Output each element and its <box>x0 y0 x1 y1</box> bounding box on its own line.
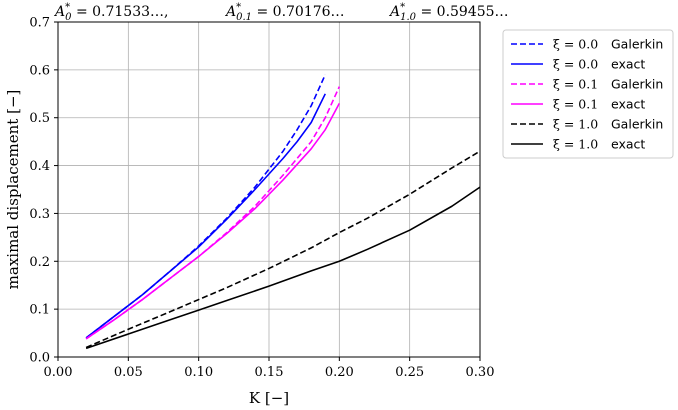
x-axis-label: K [−] <box>249 389 289 407</box>
y-axis-ticks: 0.0 0.1 0.2 0.3 0.4 0.5 0.6 0.7 <box>29 16 58 366</box>
series-line <box>85 102 341 340</box>
legend-entry-kind: exact <box>611 137 645 152</box>
x-tick-label: 0.30 <box>466 365 495 380</box>
y-tick-label: 0.5 <box>29 111 50 126</box>
legend-entry-kind: exact <box>611 97 645 112</box>
x-tick-label: 0.05 <box>114 365 143 380</box>
legend-entry-symbol: ξ = 0.1 <box>553 77 598 92</box>
legend-box <box>502 29 674 159</box>
x-tick-label: 0.00 <box>44 365 73 380</box>
x-tick-label: 0.10 <box>184 365 213 380</box>
y-tick-label: 0.1 <box>29 303 50 318</box>
chart-title: A* 0 = 0.71533…, A* 0.1 = 0.70176… A* 1.0 = 0… <box>53 2 509 23</box>
legend-entry-symbol: ξ = 0.1 <box>553 97 598 112</box>
series-line <box>85 86 341 340</box>
y-tick-label: 0.2 <box>29 255 50 270</box>
legend-entry-symbol: ξ = 1.0 <box>553 117 598 132</box>
y-tick-label: 0.3 <box>29 207 50 222</box>
x-tick-label: 0.20 <box>325 365 354 380</box>
x-axis-ticks: 0.00 0.05 0.10 0.15 0.20 0.25 0.30 <box>44 357 495 380</box>
series-line <box>85 186 481 350</box>
x-tick-label: 0.25 <box>395 365 424 380</box>
legend-entry-kind: Galerkin <box>611 77 663 92</box>
series-line <box>85 74 326 339</box>
legend: ξ = 0.0 Galerkin ξ = 0.0 exact ξ = 0.1 Galerk… <box>502 29 674 159</box>
legend-entry-kind: Galerkin <box>611 37 663 52</box>
grid <box>57 21 481 358</box>
legend-entry-symbol: ξ = 0.0 <box>553 57 598 72</box>
series-line <box>85 93 326 339</box>
legend-entry-kind: Galerkin <box>611 117 663 132</box>
title-part: A* 1.0 = 0.59455… <box>388 2 509 23</box>
y-tick-label: 0.6 <box>29 63 50 78</box>
legend-entry-symbol: ξ = 0.0 <box>553 37 598 52</box>
y-tick-label: 0.7 <box>29 16 50 31</box>
x-tick-label: 0.15 <box>255 365 284 380</box>
title-part: A* 0 = 0.71533…, <box>53 2 168 23</box>
legend-entry-kind: exact <box>611 57 645 72</box>
title-part: A* 0.1 = 0.70176… <box>224 2 345 23</box>
y-tick-label: 0.4 <box>29 159 50 174</box>
series-line <box>85 150 481 349</box>
y-axis-label: maximal displacement [−] <box>4 90 22 290</box>
series-group <box>85 74 481 350</box>
y-tick-label: 0.0 <box>29 351 50 366</box>
legend-entry-symbol: ξ = 1.0 <box>553 137 598 152</box>
